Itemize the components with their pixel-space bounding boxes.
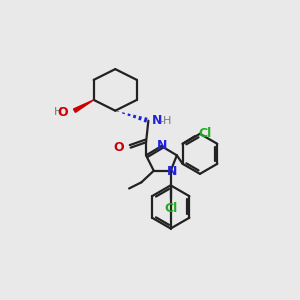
Text: H: H bbox=[54, 107, 62, 117]
Text: O: O bbox=[114, 141, 124, 154]
Text: N: N bbox=[157, 139, 167, 152]
Polygon shape bbox=[74, 100, 94, 112]
Text: O: O bbox=[58, 106, 68, 119]
Text: Cl: Cl bbox=[198, 127, 211, 140]
Text: N: N bbox=[167, 165, 177, 178]
Text: Cl: Cl bbox=[164, 202, 177, 215]
Text: -H: -H bbox=[159, 116, 172, 126]
Text: N: N bbox=[152, 114, 162, 127]
